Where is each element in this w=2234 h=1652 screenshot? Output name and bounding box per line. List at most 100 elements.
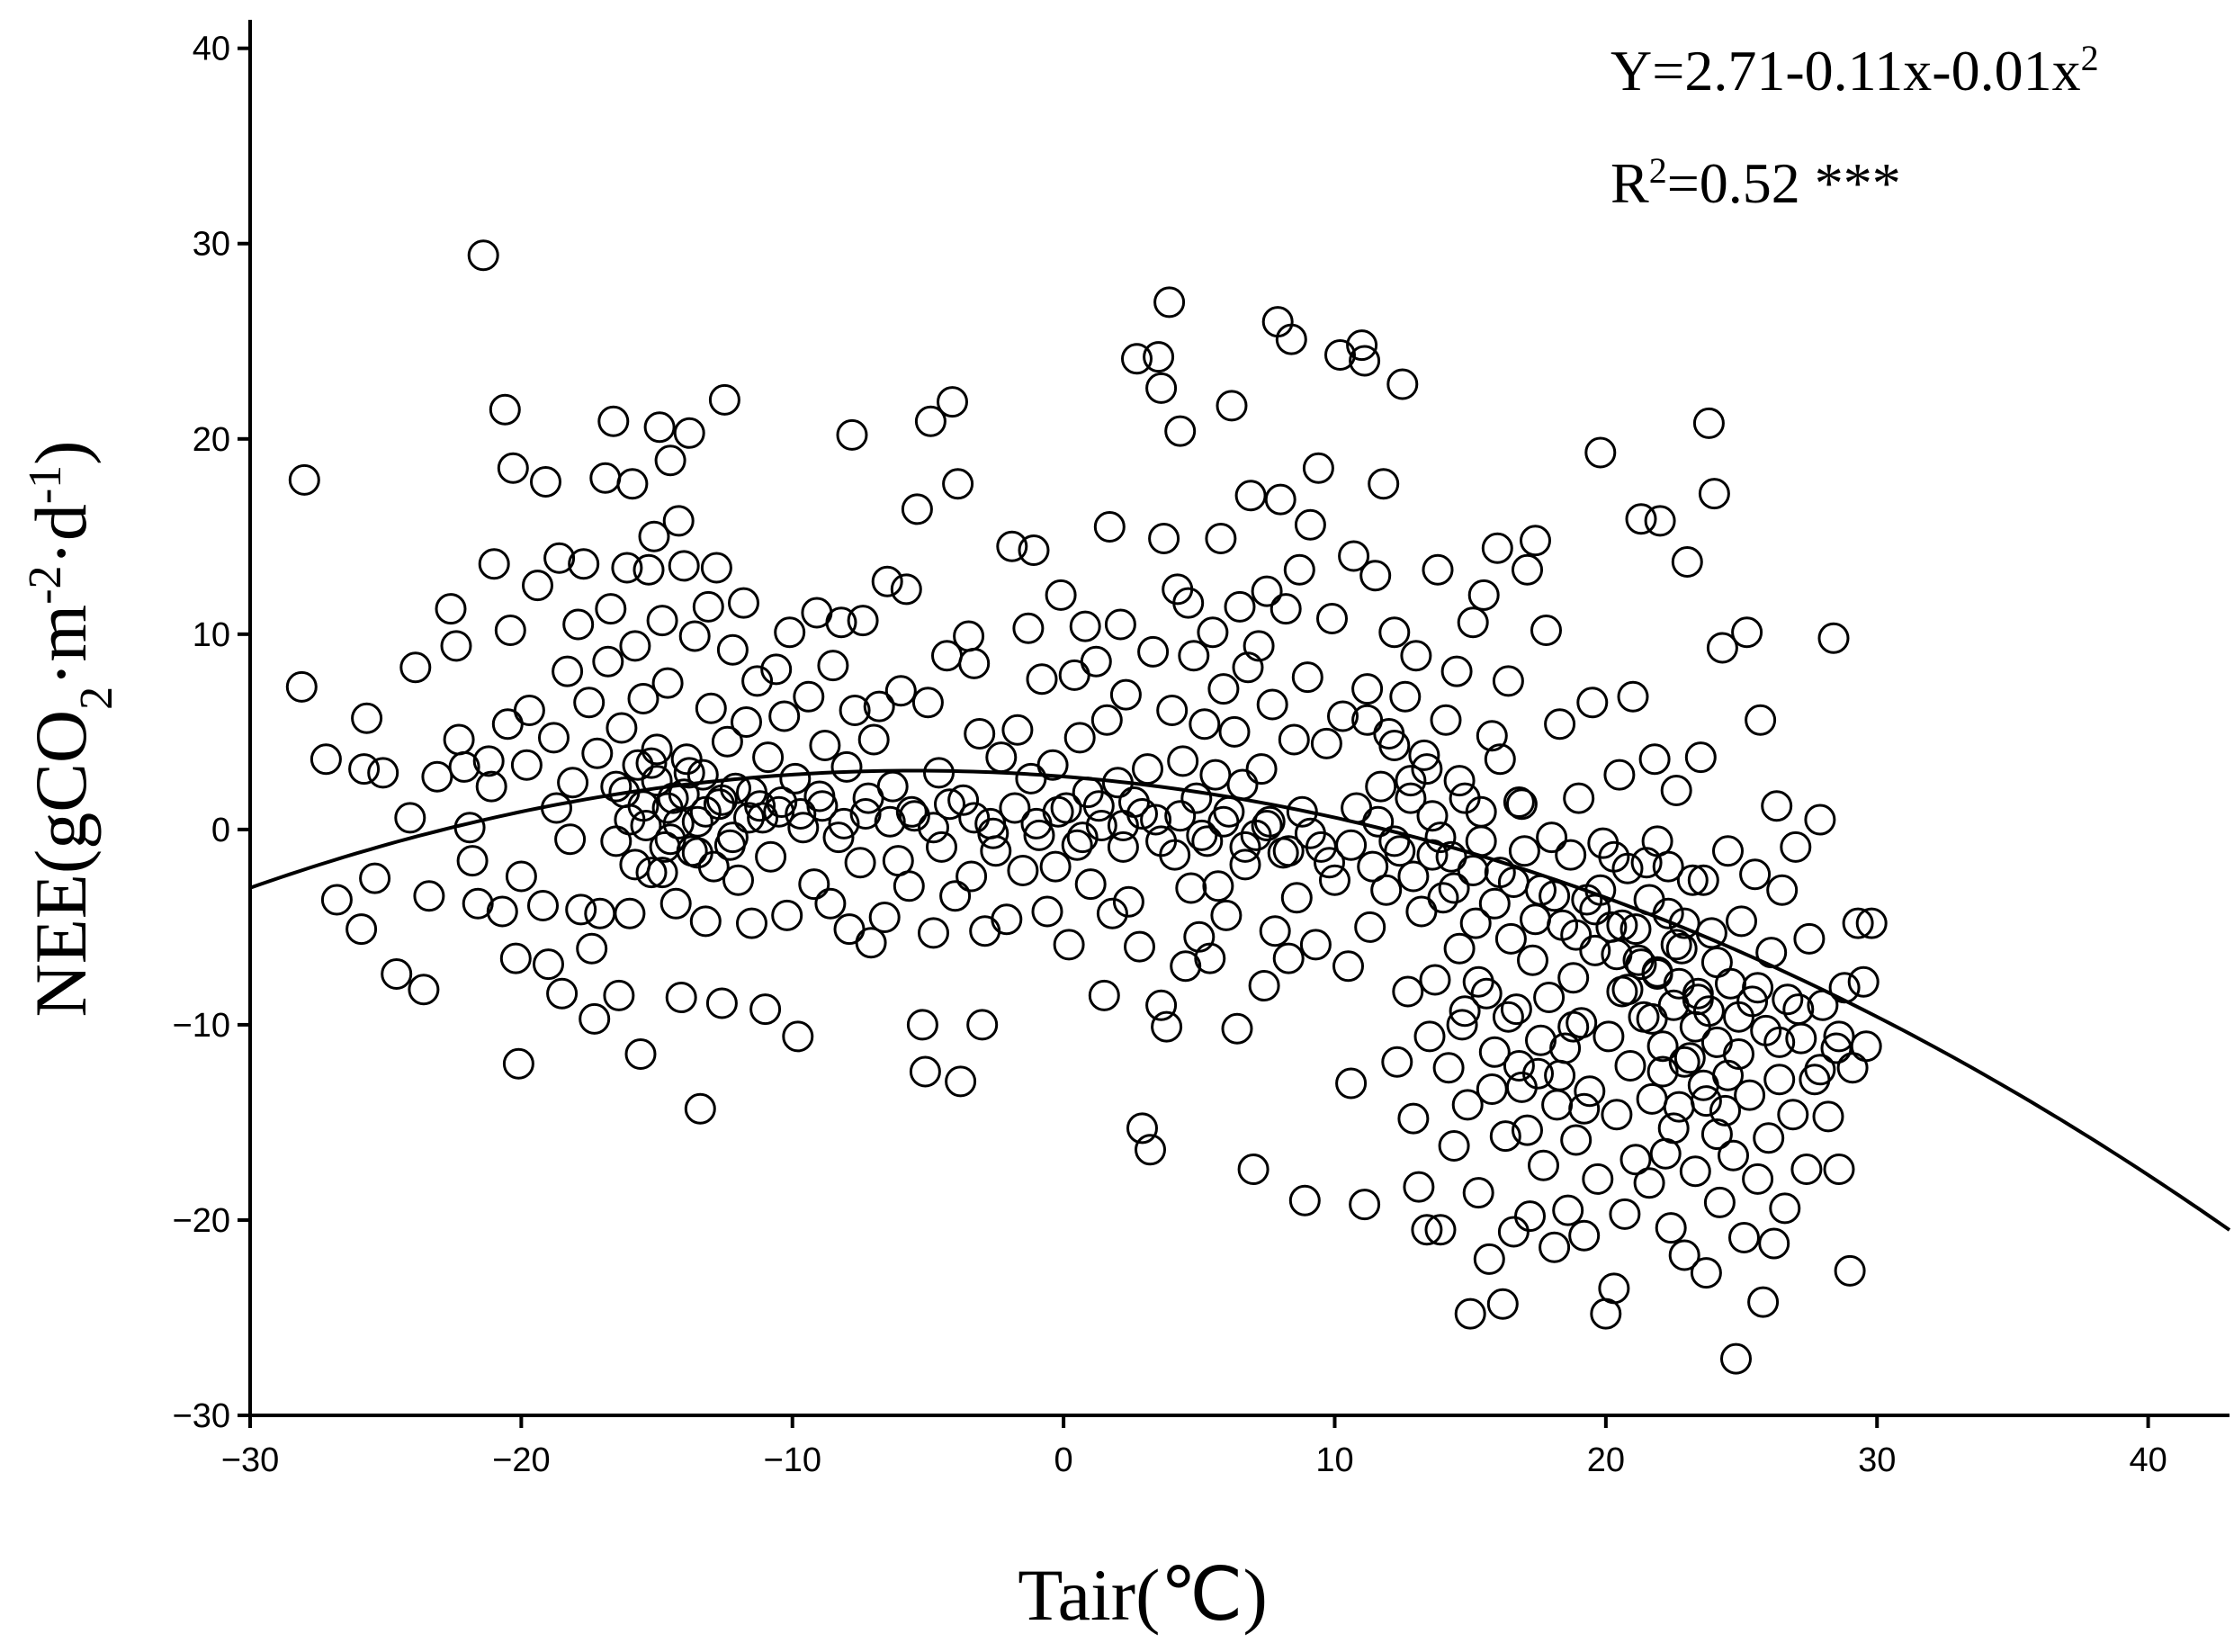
data-point bbox=[1671, 546, 1703, 578]
data-point bbox=[1763, 1064, 1796, 1096]
data-point bbox=[787, 812, 820, 844]
data-point bbox=[619, 848, 651, 881]
data-point bbox=[1644, 505, 1676, 537]
data-point bbox=[1459, 907, 1492, 939]
data-point bbox=[345, 913, 378, 946]
x-tick-label: 40 bbox=[2129, 1441, 2167, 1479]
data-point bbox=[1335, 829, 1368, 861]
data-point bbox=[1633, 1167, 1665, 1199]
data-point bbox=[624, 1038, 657, 1070]
data-point bbox=[1251, 810, 1283, 841]
data-point bbox=[1804, 1054, 1836, 1086]
data-point bbox=[1229, 830, 1261, 863]
data-point bbox=[1539, 880, 1571, 912]
data-point bbox=[1476, 720, 1508, 752]
data-point bbox=[576, 932, 608, 965]
data-point bbox=[958, 647, 991, 679]
data-point bbox=[1772, 983, 1804, 1016]
data-point bbox=[1411, 753, 1443, 786]
data-point bbox=[597, 405, 630, 437]
data-point bbox=[942, 468, 974, 500]
data-point bbox=[849, 798, 882, 830]
data-point bbox=[1593, 1020, 1625, 1053]
data-point bbox=[1080, 645, 1112, 678]
data-point bbox=[659, 887, 692, 920]
data-point bbox=[486, 895, 518, 928]
data-point bbox=[1066, 822, 1099, 854]
data-point bbox=[1207, 805, 1240, 838]
data-point bbox=[646, 605, 678, 637]
data-point bbox=[1489, 1120, 1521, 1153]
data-point bbox=[589, 462, 622, 494]
data-point bbox=[462, 887, 494, 920]
data-point bbox=[1302, 452, 1334, 484]
data-point bbox=[1728, 1222, 1760, 1253]
x-tick-label: 30 bbox=[1858, 1441, 1896, 1479]
data-point bbox=[1780, 830, 1812, 863]
data-point bbox=[1579, 934, 1611, 966]
data-point bbox=[1541, 1089, 1574, 1121]
data-point bbox=[1140, 804, 1172, 836]
data-point bbox=[1508, 835, 1540, 867]
data-point bbox=[448, 750, 480, 783]
data-point bbox=[749, 993, 782, 1026]
data-point bbox=[1419, 964, 1451, 996]
data-point bbox=[1625, 948, 1657, 981]
data-point bbox=[1655, 1212, 1687, 1244]
data-point bbox=[408, 974, 440, 1006]
data-point bbox=[1310, 727, 1342, 759]
data-point bbox=[1378, 730, 1411, 761]
data-point bbox=[1525, 1024, 1557, 1056]
data-point bbox=[1180, 782, 1213, 814]
data-point bbox=[359, 862, 391, 894]
data-point bbox=[1476, 1073, 1508, 1105]
data-point bbox=[1451, 1089, 1484, 1121]
data-point bbox=[641, 765, 673, 797]
data-point bbox=[874, 805, 906, 838]
data-point bbox=[814, 887, 847, 920]
data-point bbox=[1319, 864, 1350, 896]
data-point bbox=[1194, 942, 1226, 974]
data-point bbox=[782, 1020, 814, 1053]
data-point bbox=[1709, 1094, 1741, 1127]
data-point bbox=[1663, 1091, 1695, 1123]
data-point bbox=[828, 807, 860, 839]
data-point bbox=[310, 743, 342, 776]
data-point bbox=[1007, 855, 1039, 886]
data-point bbox=[348, 753, 381, 786]
data-point bbox=[1731, 616, 1763, 649]
data-point bbox=[320, 884, 353, 916]
data-point bbox=[1248, 970, 1280, 1001]
data-point bbox=[614, 804, 646, 836]
data-point bbox=[999, 792, 1031, 824]
data-point bbox=[1199, 759, 1232, 791]
data-point bbox=[1473, 1243, 1505, 1275]
data-point bbox=[491, 708, 524, 741]
data-point bbox=[1121, 343, 1153, 375]
data-point bbox=[1424, 822, 1457, 854]
data-point bbox=[1700, 1026, 1733, 1058]
data-point bbox=[1170, 950, 1202, 983]
data-point bbox=[774, 616, 806, 649]
x-tick-label: −20 bbox=[492, 1441, 550, 1479]
data-point bbox=[1663, 967, 1695, 1000]
data-point bbox=[1316, 603, 1348, 634]
data-point bbox=[643, 411, 676, 444]
data-point bbox=[1539, 1231, 1571, 1263]
data-point bbox=[1189, 708, 1221, 741]
data-point bbox=[1299, 929, 1332, 961]
data-point bbox=[1536, 822, 1568, 854]
equation-main: Y=2.71-0.11x-0.01x bbox=[1610, 39, 2081, 103]
data-point bbox=[1828, 972, 1861, 1004]
data-point bbox=[1758, 1227, 1790, 1260]
axes-layer bbox=[248, 20, 2230, 1417]
data-point bbox=[1690, 1085, 1722, 1118]
data-point bbox=[1492, 1001, 1524, 1033]
data-point bbox=[1660, 775, 1692, 806]
data-point bbox=[1503, 1050, 1535, 1082]
data-point bbox=[1400, 640, 1432, 672]
data-point bbox=[1684, 741, 1717, 774]
data-point bbox=[627, 683, 659, 714]
